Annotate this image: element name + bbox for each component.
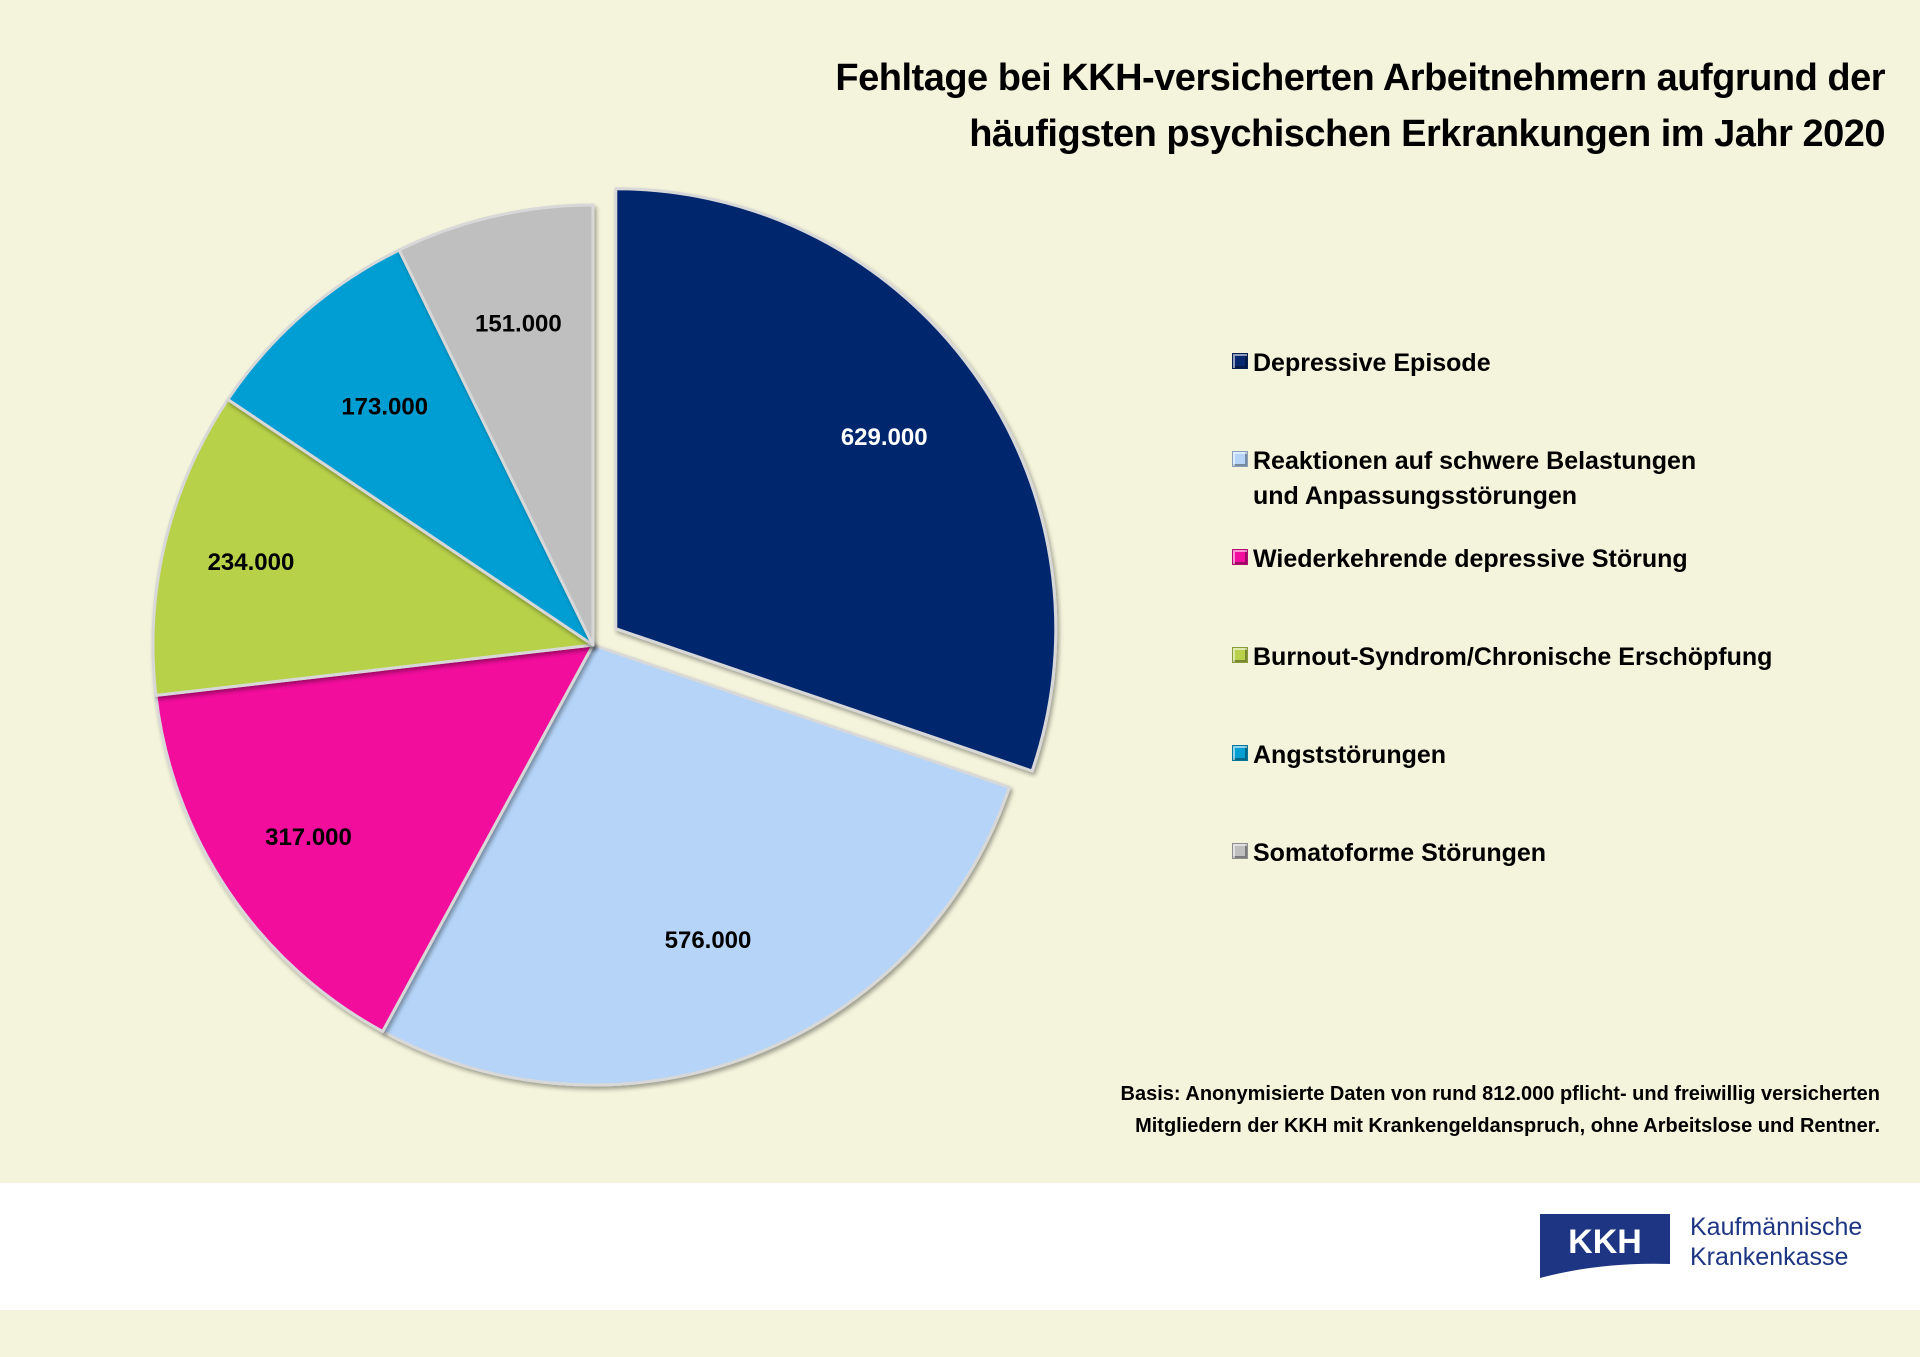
logo-mark-text: KKH xyxy=(1568,1223,1642,1261)
legend-label-line: Burnout-Syndrom/Chronische Erschöpfung xyxy=(1253,643,1773,671)
legend-swatch-icon xyxy=(1232,745,1248,761)
logo-name-line-1: Kaufmännische xyxy=(1690,1213,1863,1241)
legend-item-somatoforme-st-rungen: Somatoforme Störungen xyxy=(1232,836,1546,871)
legend-label: Depressive Episode xyxy=(1253,346,1491,381)
legend-label-line: Angststörungen xyxy=(1253,741,1447,769)
pie-slice-reaktionen-auf-schwere-belastungen-und-anpassungsst-rungen xyxy=(381,643,1011,1087)
logo-name-line-2: Krankenkasse xyxy=(1690,1243,1849,1271)
pie-value-label-angstst-rungen: 173.000 xyxy=(341,393,428,420)
pie-chart: 629.000 576.000 317.000 234.000 173.000 151.0… xyxy=(151,187,1058,1087)
pie-value-label-somatoforme-st-rungen: 151.000 xyxy=(475,311,562,338)
logo-name: Kaufmännische Krankenkasse xyxy=(1690,1212,1862,1272)
legend-swatch-icon xyxy=(1232,647,1248,663)
pie-value-label-depressive-episode: 629.000 xyxy=(841,424,928,451)
legend-swatch-icon xyxy=(1232,549,1248,565)
legend-label-line: Wiederkehrende depressive Störung xyxy=(1253,545,1688,573)
chart-footnote: Basis: Anonymisierte Daten von rund 812.… xyxy=(880,1078,1880,1142)
legend-swatch-icon xyxy=(1232,843,1248,859)
legend-label: Wiederkehrende depressive Störung xyxy=(1253,542,1688,577)
footnote-line-1: Basis: Anonymisierte Daten von rund 812.… xyxy=(1120,1083,1880,1105)
legend-item-wiederkehrende-depressive-st-rung: Wiederkehrende depressive Störung xyxy=(1232,542,1688,577)
pie-value-label-burnout-syndrom-chronische-ersch-pfung: 234.000 xyxy=(208,549,295,576)
legend-item-angstst-rungen: Angststörungen xyxy=(1232,738,1446,773)
pie-slice-depressive-episode xyxy=(614,187,1058,773)
legend-item-burnout-syndrom-chronische-ersch-pfung: Burnout-Syndrom/Chronische Erschöpfung xyxy=(1232,640,1772,675)
pie-slice-somatoforme-st-rungen xyxy=(397,203,595,647)
pie-slices xyxy=(151,187,1058,1087)
legend-label: Angststörungen xyxy=(1253,738,1446,773)
pie-value-label-reaktionen-auf-schwere-belastungen-und-anpassungsst-rungen: 576.000 xyxy=(665,927,752,954)
chart-title-line-2: häufigsten psychischen Erkrankungen im J… xyxy=(969,113,1885,155)
pie-slice-angstst-rungen xyxy=(226,248,595,647)
legend-label-line: Somatoforme Störungen xyxy=(1253,839,1547,867)
logo-flag-shape xyxy=(1540,1214,1670,1278)
pie-value-label-wiederkehrende-depressive-st-rung: 317.000 xyxy=(265,824,352,851)
kkh-logo-mark-icon: KKH xyxy=(1540,1214,1670,1278)
legend-label-line: Depressive Episode xyxy=(1253,349,1491,377)
legend-label-line: Reaktionen auf schwere Belastungen xyxy=(1253,447,1697,475)
legend-label-line: und Anpassungsstörungen xyxy=(1253,482,1578,510)
pie-value-labels: 629.000 576.000 317.000 234.000 173.000 151.0… xyxy=(208,311,928,955)
chart-title-line-1: Fehltage bei KKH-versicherten Arbeitnehm… xyxy=(835,57,1885,99)
bottom-band xyxy=(0,1310,1920,1357)
legend-item-depressive-episode: Depressive Episode xyxy=(1232,346,1491,381)
legend-label: Burnout-Syndrom/Chronische Erschöpfung xyxy=(1253,640,1772,675)
legend-swatch-icon xyxy=(1232,451,1248,467)
footnote-line-2: Mitgliedern der KKH mit Krankengeldanspr… xyxy=(1135,1115,1880,1137)
pie-slice-burnout-syndrom-chronische-ersch-pfung xyxy=(151,397,595,697)
pie-slice-wiederkehrende-depressive-st-rung xyxy=(154,643,595,1033)
legend-swatch-icon xyxy=(1232,353,1248,369)
legend-label: Reaktionen auf schwere Belastungen und An… xyxy=(1253,444,1696,514)
chart-title: Fehltage bei KKH-versicherten Arbeitnehm… xyxy=(685,50,1885,162)
legend-label: Somatoforme Störungen xyxy=(1253,836,1546,871)
legend-item-reaktionen-auf-schwere-belastungen-und-anpassungsst-rungen: Reaktionen auf schwere Belastungen und An… xyxy=(1232,444,1696,514)
kkh-logo: KKH Kaufmännische Krankenkasse xyxy=(1540,1212,1880,1278)
